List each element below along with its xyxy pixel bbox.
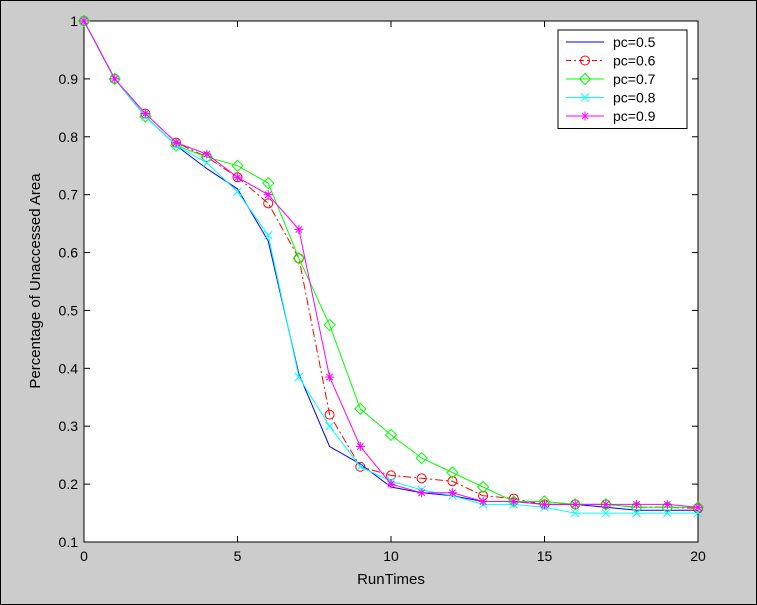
- y-tick-label: 0.8: [59, 129, 79, 145]
- x-tick-label: 0: [80, 548, 88, 564]
- y-tick-label: 0.2: [59, 476, 79, 492]
- legend-label: pc=0.7: [613, 71, 656, 87]
- data-point: [599, 498, 613, 511]
- data-point: [171, 138, 181, 148]
- data-point: [386, 479, 396, 489]
- data-point: [110, 74, 120, 84]
- series-lines: [77, 14, 705, 518]
- data-point: [632, 499, 642, 509]
- data-point: [233, 172, 242, 182]
- legend-marker: [580, 111, 590, 121]
- data-point: [662, 508, 672, 518]
- data-point: [693, 502, 703, 512]
- legend-label: pc=0.9: [613, 108, 656, 124]
- data-point: [202, 158, 212, 168]
- data-point: [202, 149, 212, 159]
- y-tick-label: 0.5: [59, 302, 79, 318]
- legend: pc=0.5 pc=0.6 pc=0.7 pc=0.8 pc=0.9: [557, 29, 688, 129]
- data-point: [294, 224, 304, 234]
- data-point: [325, 421, 334, 431]
- data-point: [325, 372, 335, 382]
- data-point: [323, 318, 336, 332]
- data-point: [263, 190, 273, 200]
- data-point: [507, 495, 521, 508]
- data-point: [570, 499, 580, 509]
- x-tick-label: 15: [537, 548, 553, 564]
- data-point: [108, 72, 121, 86]
- x-axis-label: RunTimes: [357, 571, 425, 588]
- legend-marker: [578, 72, 592, 86]
- data-point: [446, 466, 459, 479]
- data-point: [355, 462, 365, 472]
- data-point: [261, 176, 275, 190]
- data-point: [140, 109, 150, 119]
- y-tick-label: 0.6: [59, 245, 79, 261]
- data-point: [447, 476, 458, 487]
- data-point: [77, 14, 91, 28]
- y-axis-label: Percentage of Unaccessed Area: [27, 173, 44, 389]
- data-point: [233, 187, 242, 197]
- y-tick-label: 0.3: [59, 418, 79, 434]
- legend-label: pc=0.8: [613, 90, 656, 106]
- data-point: [632, 508, 641, 518]
- data-point: [540, 499, 549, 509]
- data-point: [324, 409, 335, 420]
- x-tick-label: 5: [234, 548, 242, 564]
- data-point: [476, 480, 490, 494]
- series-pc=0.9: [79, 16, 703, 512]
- data-point: [292, 252, 306, 265]
- data-point: [509, 496, 519, 506]
- legend-label: pc=0.5: [613, 34, 656, 50]
- x-tick-label: 20: [690, 548, 706, 564]
- data-point: [139, 110, 152, 123]
- x-tick-label: 10: [383, 548, 399, 564]
- data-point: [355, 461, 366, 472]
- data-point: [601, 499, 611, 509]
- data-point: [416, 473, 427, 484]
- data-point: [415, 451, 428, 465]
- axes: 0 5 10 15 20 0.1 0.2 0.3 0.4 0.5 0.6 0.7 0.8 0.9 1: [59, 13, 706, 564]
- data-point: [354, 402, 367, 416]
- data-point: [231, 159, 244, 172]
- legend-marker: [580, 55, 590, 66]
- data-point: [570, 508, 580, 518]
- data-point: [662, 499, 672, 509]
- y-tick-label: 0.9: [59, 71, 79, 87]
- data-point: [79, 16, 89, 26]
- y-tick-label: 0.4: [59, 360, 79, 376]
- y-tick-label: 0.1: [59, 534, 79, 550]
- data-point: [478, 496, 488, 506]
- data-point: [601, 508, 611, 518]
- data-point: [447, 488, 457, 498]
- data-point: [294, 372, 304, 382]
- y-tick-label: 0.7: [59, 187, 79, 203]
- data-point: [355, 441, 365, 451]
- data-point: [417, 488, 427, 498]
- data-point: [568, 498, 582, 511]
- data-point: [263, 230, 273, 240]
- data-point: [293, 253, 304, 264]
- legend-marker: [580, 93, 590, 102]
- data-point: [384, 428, 398, 442]
- y-tick-label: 1: [70, 13, 78, 29]
- legend-label: pc=0.6: [613, 53, 656, 69]
